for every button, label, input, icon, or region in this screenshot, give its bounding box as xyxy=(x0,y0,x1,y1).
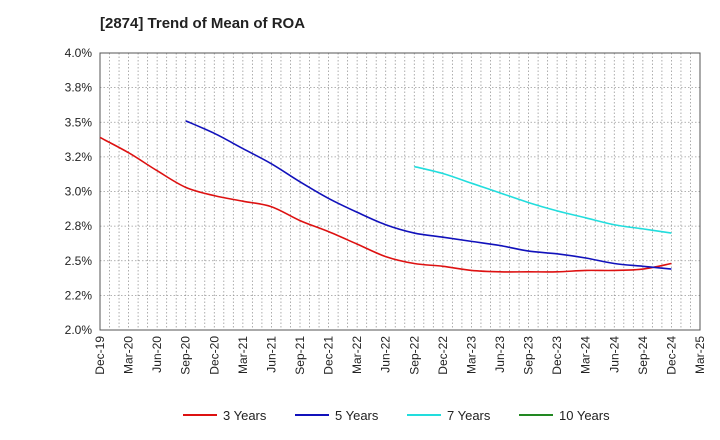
y-tick-label: 3.5% xyxy=(65,115,93,129)
grid xyxy=(99,52,701,331)
x-tick-label: Mar-21 xyxy=(236,336,250,374)
plot-frame xyxy=(99,52,701,331)
y-tick-label: 2.5% xyxy=(65,254,93,268)
x-tick-label: Mar-24 xyxy=(579,336,593,374)
legend: 3 Years 5 Years 7 Years 10 Years xyxy=(183,408,610,423)
x-tick-label: Jun-21 xyxy=(264,336,278,373)
x-tick-label: Dec-24 xyxy=(664,336,678,375)
x-tick-label: Jun-20 xyxy=(150,336,164,373)
series-line-3-years xyxy=(99,136,672,273)
y-tick-label: 3.8% xyxy=(65,81,93,95)
x-tick-label: Mar-23 xyxy=(464,336,478,374)
legend-label-7-years: 7 Years xyxy=(447,408,491,423)
x-tick-label: Jun-23 xyxy=(493,336,507,373)
x-tick-label: Sep-20 xyxy=(179,336,193,375)
x-tick-label: Dec-23 xyxy=(550,336,564,375)
x-tick-label: Jun-22 xyxy=(379,336,393,373)
legend-label-3-years: 3 Years xyxy=(223,408,267,423)
x-tick-label: Sep-23 xyxy=(522,336,536,375)
y-tick-label: 2.0% xyxy=(65,323,93,337)
x-tick-label: Dec-19 xyxy=(93,336,107,375)
x-tick-label: Sep-24 xyxy=(636,336,650,375)
legend-label-10-years: 10 Years xyxy=(559,408,610,423)
x-tick-label: Mar-20 xyxy=(122,336,136,374)
x-tick-label: Dec-22 xyxy=(436,336,450,375)
x-tick-label: Mar-25 xyxy=(693,336,707,374)
y-tick-label: 4.0% xyxy=(65,46,93,60)
x-tick-label: Dec-20 xyxy=(207,336,221,375)
series-line-5-years xyxy=(185,120,672,270)
y-tick-label: 3.0% xyxy=(65,185,93,199)
series-lines xyxy=(99,120,672,273)
y-tick-label: 2.2% xyxy=(65,288,93,302)
series-line-7-years xyxy=(414,165,672,234)
x-tick-label: Mar-22 xyxy=(350,336,364,374)
x-tick-label: Jun-24 xyxy=(607,336,621,373)
y-tick-label: 3.2% xyxy=(65,150,93,164)
chart-title: [2874] Trend of Mean of ROA xyxy=(100,15,305,32)
x-tick-label: Sep-21 xyxy=(293,336,307,375)
legend-label-5-years: 5 Years xyxy=(335,408,379,423)
x-tick-label: Sep-22 xyxy=(407,336,421,375)
y-tick-label: 2.8% xyxy=(65,219,93,233)
axes: 2.0% 2.2% 2.5% 2.8% 3.0% 3.2% 3.5% 3.8% 4.0% Dec-… xyxy=(65,46,707,375)
x-tick-label: Dec-21 xyxy=(322,336,336,375)
